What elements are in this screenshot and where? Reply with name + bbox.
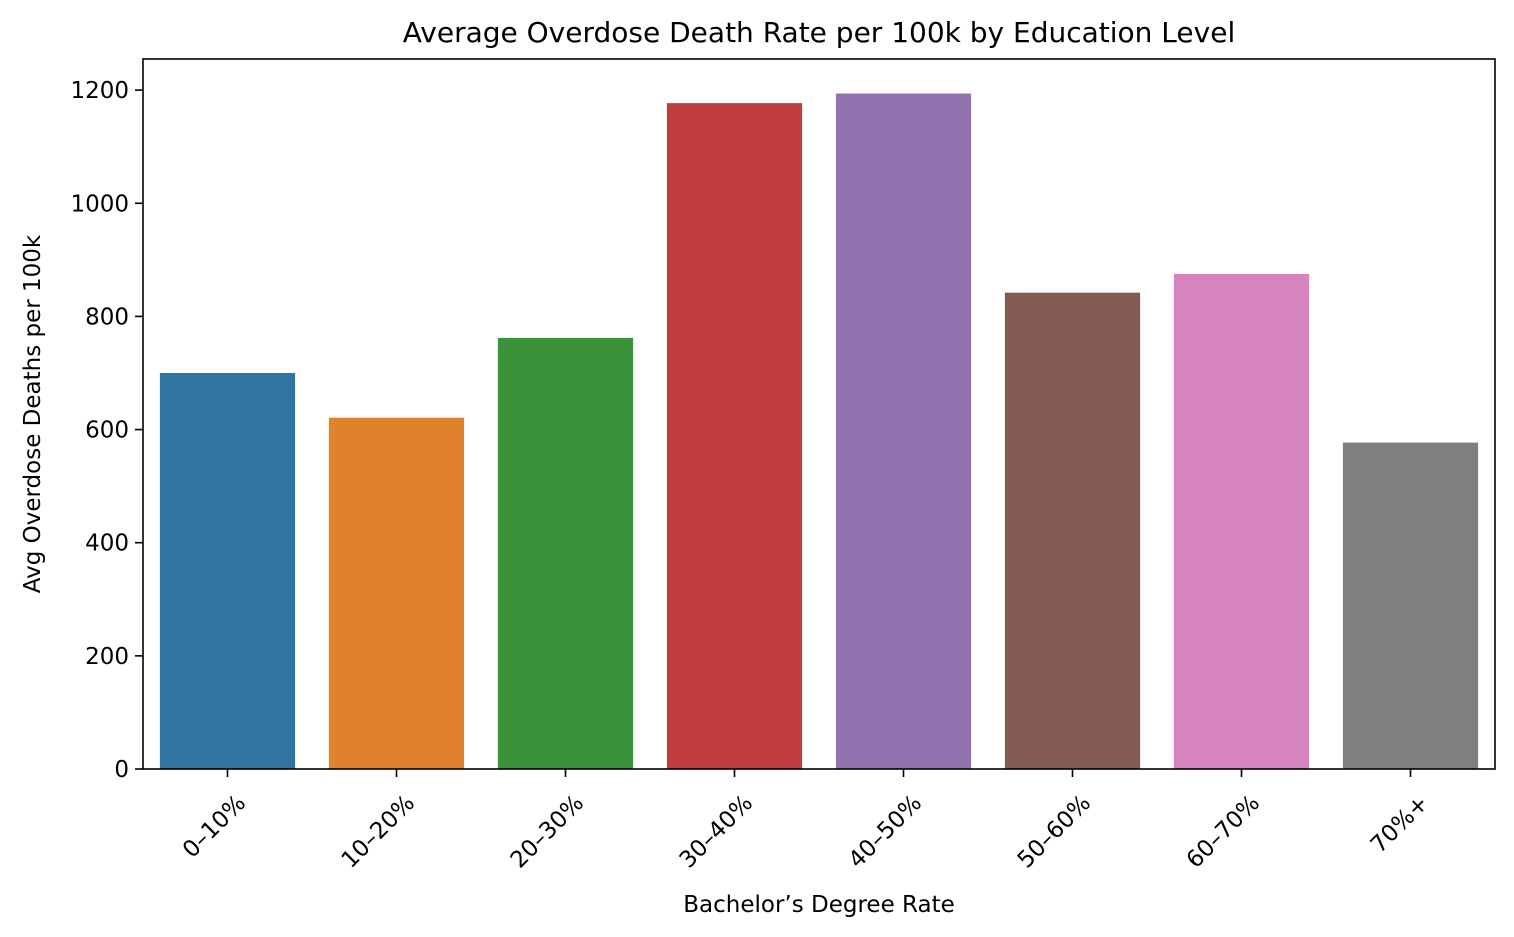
bar-4: [666, 103, 803, 769]
x-axis: 0–10% 10–20% 20–30% 30–40% 40–50% 50–60% 60–70…: [178, 769, 1434, 874]
bar-5: [835, 93, 972, 770]
bar-2: [328, 417, 465, 769]
x-tick-label: 70%+: [1366, 790, 1434, 858]
y-tick-label: 800: [85, 304, 129, 330]
plot-frame: [142, 58, 1496, 770]
y-tick-label: 600: [85, 418, 129, 444]
bar-6: [1004, 292, 1141, 769]
bar-3: [497, 337, 634, 769]
y-axis: 0 200 400 600 800 1000 1200: [70, 78, 143, 783]
y-tick-label: 200: [85, 644, 129, 670]
y-tick-label: 1000: [70, 191, 129, 217]
bar-8: [1342, 442, 1479, 769]
x-tick-label: 20–30%: [506, 790, 589, 873]
x-tick-label: 60–70%: [1182, 790, 1265, 873]
x-tick-label: 10–20%: [337, 790, 420, 873]
x-tick-label: 0–10%: [178, 790, 251, 863]
x-axis-label: Bachelor’s Degree Rate: [683, 892, 955, 918]
y-tick-label: 400: [85, 531, 129, 557]
x-tick-label: 40–50%: [844, 790, 927, 873]
x-tick-label: 30–40%: [675, 790, 758, 873]
bar-7: [1173, 273, 1310, 769]
y-tick-label: 1200: [70, 78, 129, 104]
x-tick-label: 50–60%: [1013, 790, 1096, 873]
chart-title: Average Overdose Death Rate per 100k by …: [403, 16, 1235, 49]
y-tick-label: 0: [114, 757, 129, 783]
bar-1: [159, 372, 296, 769]
bars-group: [159, 93, 1479, 770]
y-axis-label: Avg Overdose Deaths per 100k: [20, 234, 46, 593]
